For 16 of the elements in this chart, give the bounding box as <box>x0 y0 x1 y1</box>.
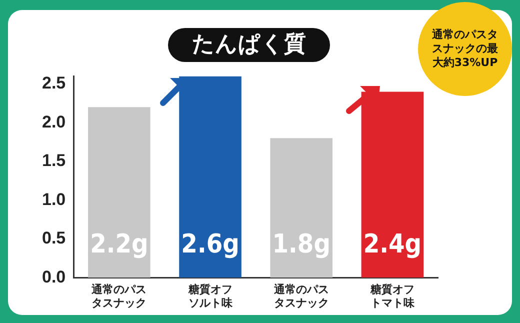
y-tick-label: 1.5 <box>42 151 66 170</box>
y-tick-label: 2.5 <box>42 74 66 93</box>
y-tick-label: 0.0 <box>42 267 66 286</box>
chart-title: たんぱく質 <box>168 28 330 62</box>
bar <box>88 107 150 278</box>
data-label: 2.4g <box>363 229 422 260</box>
x-tick-label: 糖質オフソルト味 <box>187 283 234 310</box>
x-tick-label: 通常のパスタスナック <box>272 283 329 310</box>
y-tick-label: 1.0 <box>42 190 66 209</box>
x-tick-label: 通常のパスタスナック <box>90 283 147 310</box>
data-label: 2.6g <box>181 229 240 260</box>
bar <box>179 76 242 278</box>
bar <box>270 138 333 278</box>
y-tick-label: 2.0 <box>42 112 66 132</box>
y-tick-label: 0.5 <box>42 228 66 248</box>
x-tick-label: 糖質オフトマト味 <box>369 283 416 310</box>
